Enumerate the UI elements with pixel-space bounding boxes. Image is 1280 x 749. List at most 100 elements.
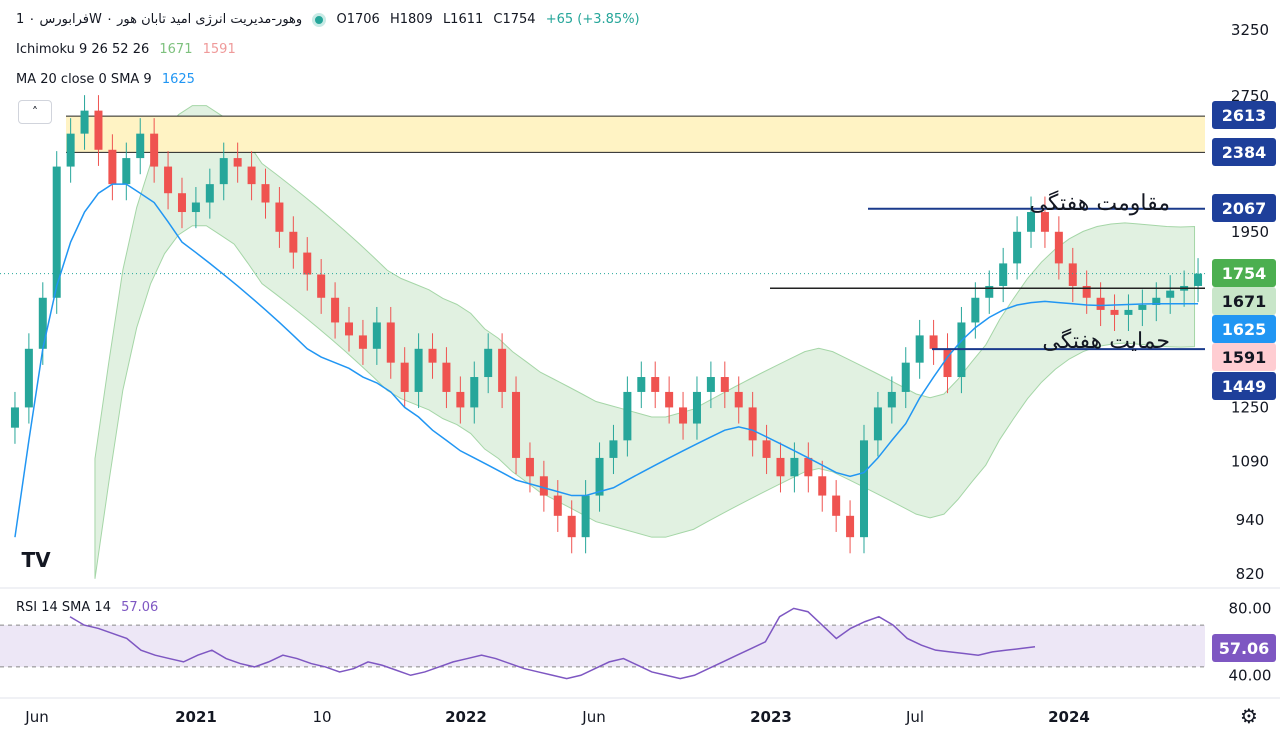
rsi-tick-label: 80.00 — [1229, 599, 1272, 617]
candle-body — [929, 335, 938, 349]
resistance-zone — [66, 115, 1205, 153]
collapse-legend-button[interactable]: ˄ — [18, 100, 52, 124]
candle-body — [386, 322, 395, 363]
ma-line — [14, 183, 1199, 538]
tradingview-logo-icon: TV — [18, 546, 54, 574]
candle-body — [1124, 309, 1133, 315]
candle-body — [66, 133, 75, 167]
rsi-tick-label: 40.00 — [1229, 666, 1272, 684]
candle-body — [1138, 305, 1147, 310]
candle-body — [1082, 285, 1091, 298]
candle-body — [80, 110, 89, 134]
price-tag-label: 1754 — [1222, 264, 1267, 283]
rsi-value-tag-label: 57.06 — [1219, 639, 1270, 658]
candle-body — [122, 158, 131, 185]
candle-body — [832, 495, 841, 516]
ohlc-change: +65 (+3.85%) — [545, 12, 640, 27]
candle-body — [762, 440, 771, 458]
candle-body — [372, 322, 381, 349]
candle-body — [1040, 212, 1049, 232]
candle-body — [108, 149, 117, 185]
price-tag — [1212, 194, 1276, 222]
candle-body — [999, 263, 1008, 286]
candle-body — [150, 133, 159, 167]
candle-body — [219, 158, 228, 185]
candle-body — [10, 407, 19, 428]
candle-body — [748, 407, 757, 441]
ichimoku-cloud — [94, 105, 1196, 579]
price-tick-label: 3250 — [1231, 21, 1269, 39]
price-tick-label: 1950 — [1231, 223, 1269, 241]
market-status-icon — [312, 12, 327, 27]
candle-body — [915, 335, 924, 363]
candle-body — [345, 322, 354, 336]
rsi-value: 57.06 — [121, 600, 159, 615]
time-tick-label: 2021 — [175, 708, 217, 726]
candle-body — [164, 166, 173, 194]
candle-body — [52, 166, 61, 298]
candle-body — [623, 391, 632, 441]
candle-body — [525, 457, 534, 477]
price-tag — [1212, 138, 1276, 166]
candle-body — [637, 377, 646, 392]
time-axis[interactable]: Jun 2021 10 2022 Jun 2023 Jul 2024 — [24, 708, 1090, 726]
ohlc-close: C1754 — [493, 12, 536, 27]
time-tick-label: 2024 — [1048, 708, 1090, 726]
ma-value: 1625 — [161, 72, 195, 87]
settings-gear-icon[interactable]: ⚙ — [1240, 704, 1258, 728]
candle-body — [414, 348, 423, 392]
candle-body — [1194, 273, 1203, 286]
candles — [10, 95, 1203, 554]
ma-label: MA 20 close 0 SMA 9 — [16, 72, 152, 87]
time-tick-label: 10 — [312, 708, 331, 726]
ichimoku-value-2: 1591 — [202, 42, 236, 57]
price-tag-label: 2613 — [1222, 106, 1267, 125]
candle-body — [289, 231, 298, 253]
support-annotation: حمایت هفتگی — [1042, 328, 1170, 354]
candle-body — [261, 184, 270, 203]
price-tick-label: 1250 — [1231, 398, 1269, 416]
candle-body — [233, 158, 242, 167]
rsi-value-tag — [1212, 634, 1276, 662]
candle-body — [1110, 309, 1119, 315]
candle-body — [539, 476, 548, 496]
ma-legend[interactable]: MA 20 close 0 SMA 9 1625 — [16, 72, 201, 87]
candle-body — [442, 362, 451, 392]
candle-body — [191, 202, 200, 213]
candle-body — [498, 348, 507, 392]
price-tick-label: 2750 — [1231, 87, 1269, 105]
candle-body — [358, 335, 367, 349]
candle-body — [275, 202, 284, 232]
candle-body — [136, 133, 145, 159]
candle-body — [720, 377, 729, 392]
candle-body — [651, 377, 660, 392]
ohlc-open: O1706 — [336, 12, 380, 27]
rsi-line — [69, 607, 1036, 680]
candle-body — [873, 407, 882, 441]
price-tick-label: 820 — [1236, 565, 1265, 583]
candle-body — [38, 297, 47, 349]
candle-body — [790, 457, 799, 477]
grid — [0, 587, 1280, 699]
candle-body — [94, 110, 103, 150]
candle-body — [692, 391, 701, 424]
cloud-green — [94, 105, 1196, 579]
candle-body — [1096, 297, 1105, 310]
candle-body — [776, 457, 785, 477]
ichimoku-legend[interactable]: Ichimoku 9 26 52 26 1671 1591 — [16, 42, 242, 57]
rsi-legend[interactable]: RSI 14 SMA 14 57.06 — [16, 600, 164, 615]
candle-body — [1166, 290, 1175, 298]
candle-body — [609, 440, 618, 458]
price-tag — [1212, 101, 1276, 129]
ohlc-high: H1809 — [389, 12, 433, 27]
candle-body — [859, 440, 868, 538]
candle-body — [901, 362, 910, 392]
candle-body — [943, 348, 952, 378]
price-tag-label: 1449 — [1222, 377, 1267, 396]
candle-body — [734, 391, 743, 408]
price-tag-label: 1671 — [1222, 292, 1267, 311]
candle-body — [247, 166, 256, 185]
price-labels: 2613 2384 2067 1754 1671 1625 1591 1449 — [1212, 101, 1276, 400]
ma-polyline — [14, 183, 1199, 538]
